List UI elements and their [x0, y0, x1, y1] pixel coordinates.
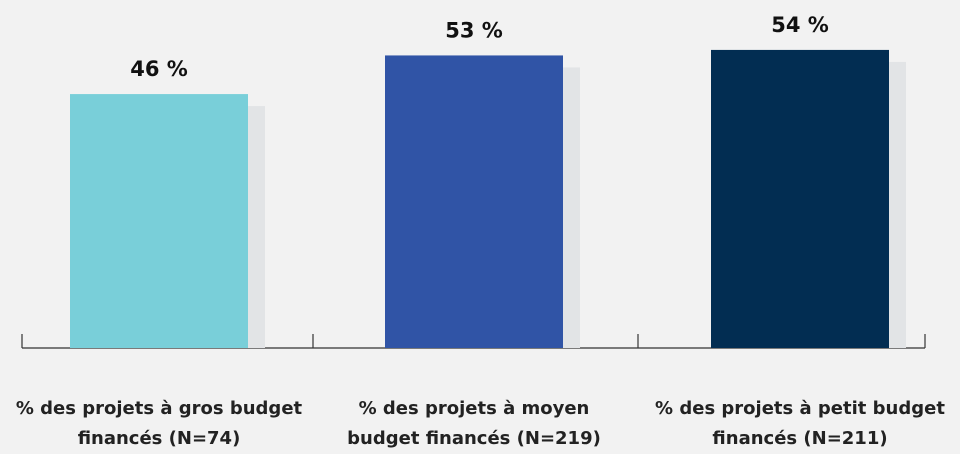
bar [711, 49, 889, 349]
category-label: % des projets à gros budget financés (N=… [15, 398, 303, 449]
value-label: 54 % [771, 13, 829, 37]
bar [70, 94, 248, 348]
category-label: % des projets à petit budget financés (N… [655, 398, 945, 449]
value-label: 53 % [445, 18, 503, 42]
value-label: 46 % [130, 57, 188, 81]
category-label: % des projets à moyen budget financés (N… [347, 398, 601, 449]
bar [385, 55, 563, 348]
